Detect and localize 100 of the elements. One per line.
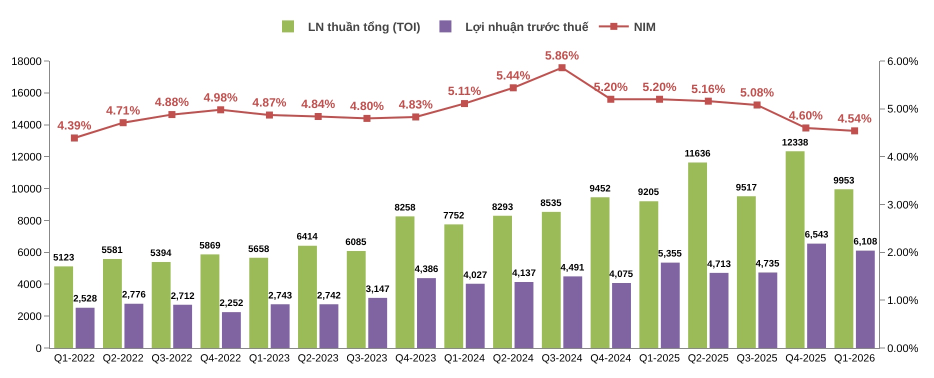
data-label: 11636 [684, 148, 711, 160]
bar [76, 308, 95, 348]
bar [298, 246, 317, 348]
bar [222, 312, 241, 348]
y-tick-label: 16000 [11, 88, 42, 100]
x-tick-label: Q2-2023 [298, 352, 339, 365]
x-tick-label: Q4-2022 [200, 352, 242, 365]
y2-tick-label: 5.00% [887, 104, 919, 116]
y2-tick-label: 0.00% [887, 342, 919, 355]
y-tick-label: 4000 [17, 279, 42, 292]
data-label: 4.80% [350, 99, 384, 114]
y2-tick-label: 1.00% [887, 295, 919, 308]
x-tick-label: Q1-2023 [249, 352, 290, 365]
data-label: 8293 [492, 202, 514, 213]
y-tick-label: 8000 [17, 215, 42, 228]
data-label: 5.20% [642, 80, 677, 94]
x-tick-label: Q1-2025 [639, 352, 680, 365]
bar [660, 262, 680, 348]
point [461, 100, 468, 108]
x-tick-label: Q3-2025 [736, 352, 778, 365]
y-tick-label: 18000 [11, 56, 42, 68]
data-label: 5.86% [545, 48, 580, 62]
data-label: 8258 [394, 202, 416, 214]
bar [639, 201, 658, 348]
bar [758, 272, 778, 348]
x-tick-label: Q3-2024 [542, 352, 583, 365]
point [802, 124, 810, 132]
data-label: 9517 [736, 182, 757, 194]
point [558, 64, 566, 72]
x-tick-label: Q2-2024 [492, 352, 534, 365]
y2-tick-label: 6.00% [887, 56, 919, 68]
point [70, 134, 78, 142]
point [314, 112, 322, 120]
point [168, 111, 176, 118]
bar [319, 304, 338, 348]
x-tick-label: Q1-2022 [54, 352, 95, 365]
data-label: 5394 [150, 248, 172, 259]
data-label: 9953 [833, 175, 854, 186]
bar [417, 278, 436, 348]
data-label: 4,386 [414, 264, 438, 276]
bar [807, 244, 826, 348]
bar [710, 272, 728, 348]
data-label: 4.39% [57, 118, 92, 133]
bar [856, 250, 875, 348]
data-label: 4.98% [204, 90, 238, 104]
point [412, 113, 420, 120]
x-tick-label: Q2-2025 [688, 352, 729, 365]
y2-tick-label: 2.00% [887, 247, 919, 260]
x-tick-label: Q4-2025 [785, 352, 826, 365]
data-label: 5.44% [496, 68, 531, 82]
x-tick-label: Q3-2023 [346, 352, 388, 365]
bar [249, 258, 268, 348]
data-label: 4,713 [707, 258, 731, 270]
data-label: 4.84% [301, 97, 336, 112]
data-label: 4.54% [838, 111, 872, 126]
data-label: 4,137 [512, 268, 536, 280]
data-label: 4.88% [154, 95, 190, 110]
data-label: 2,743 [268, 290, 292, 302]
point [754, 102, 761, 109]
data-label: 12338 [782, 137, 808, 148]
point [120, 119, 127, 126]
point [851, 127, 858, 134]
data-label: 9205 [638, 187, 660, 198]
legend-label: Lợi nhuận trước thuế [465, 20, 589, 34]
bar [54, 266, 74, 348]
data-label: 7752 [443, 210, 464, 222]
data-label: 5.11% [448, 84, 482, 98]
x-tick-label: Q2-2022 [102, 352, 144, 365]
bar [542, 212, 561, 348]
data-label: 2,742 [317, 290, 341, 302]
bar [200, 254, 220, 348]
data-label: 6,108 [853, 236, 878, 248]
bar [786, 151, 805, 348]
data-label: 5.08% [740, 86, 774, 100]
data-label: 5123 [53, 252, 74, 264]
point [363, 114, 370, 122]
y-tick-label: 12000 [11, 152, 42, 164]
data-label: 5.20% [594, 80, 628, 94]
y-tick-label: 2000 [17, 310, 42, 323]
y-tick-label: 14000 [11, 120, 42, 132]
point [510, 84, 517, 92]
data-label: 6085 [345, 236, 368, 248]
data-label: 2,712 [170, 290, 195, 302]
legend-label: NIM [634, 20, 656, 34]
data-label: 4,735 [756, 258, 780, 270]
data-label: 5869 [199, 240, 221, 252]
point [266, 112, 273, 119]
data-label: 5581 [101, 245, 124, 256]
data-label: 4.60% [788, 108, 824, 123]
legend-label: LN thuần tổng (TOI) [308, 20, 420, 34]
bar [834, 189, 854, 348]
bar [270, 304, 290, 348]
data-label: 6414 [296, 232, 318, 243]
point [704, 98, 712, 105]
y-tick-label: 0 [36, 342, 42, 355]
data-label: 4.87% [252, 96, 287, 110]
bar [590, 197, 610, 348]
bar [346, 250, 366, 348]
bar [102, 259, 122, 348]
data-label: 4,027 [463, 270, 488, 281]
